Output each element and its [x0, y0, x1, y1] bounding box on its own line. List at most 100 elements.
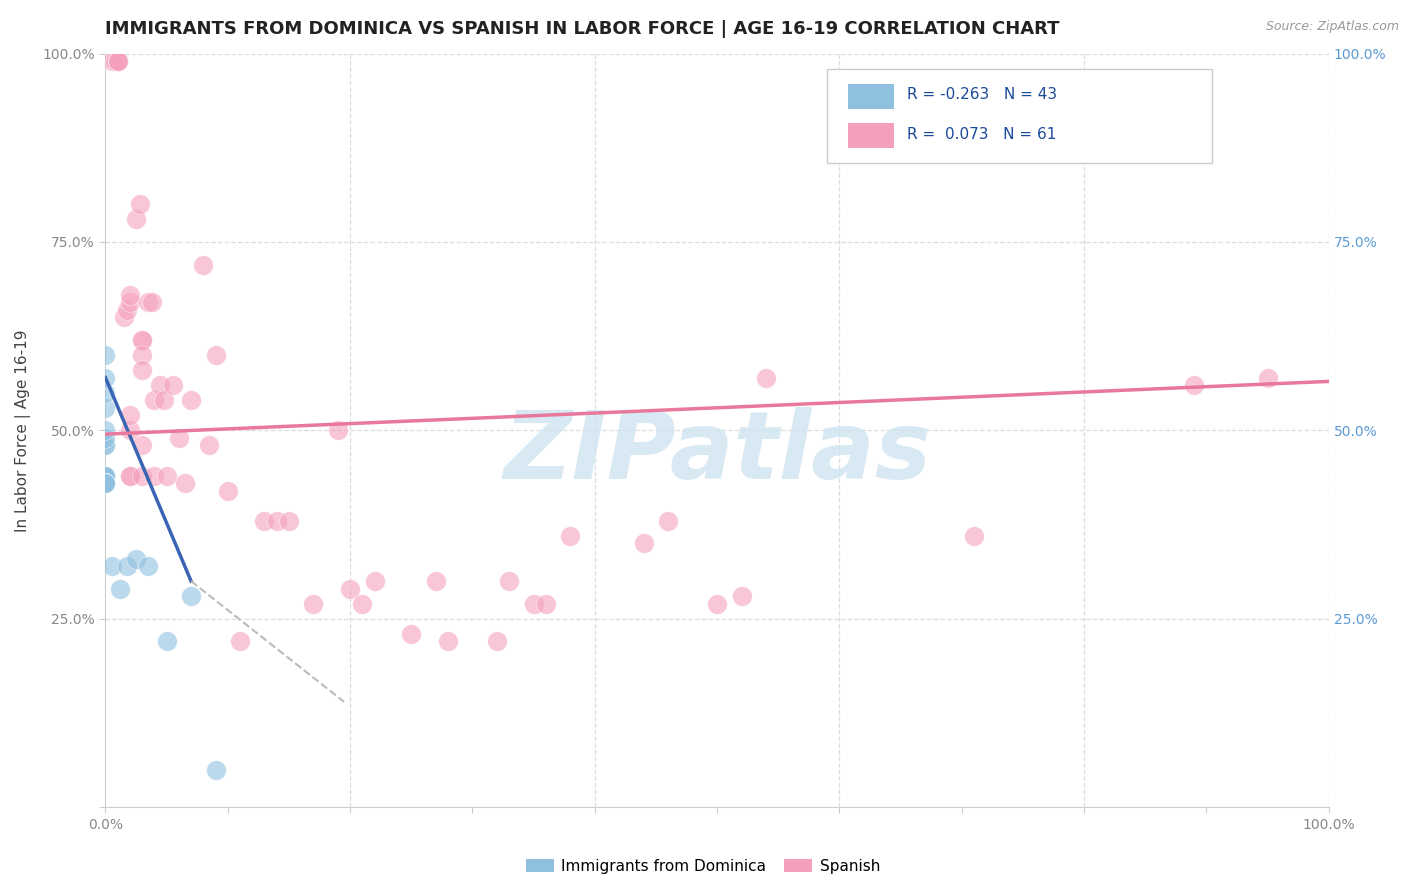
Point [118, 295, 141, 310]
Point [94, 468, 117, 483]
Point [94, 468, 117, 483]
Point [162, 378, 184, 392]
Point [100, 54, 122, 68]
Point [94, 468, 117, 483]
Point [167, 431, 190, 445]
Point [94, 385, 117, 400]
Point [437, 634, 460, 648]
Point [94, 468, 117, 483]
Point [706, 597, 728, 611]
Point [94, 438, 117, 452]
Point [94, 401, 117, 415]
Point [149, 378, 172, 392]
Point [94, 476, 117, 491]
Point [94, 468, 117, 483]
Point [278, 514, 301, 528]
Point [131, 333, 153, 347]
Point [125, 212, 148, 227]
Point [94, 476, 117, 491]
Point [198, 438, 221, 452]
Point [730, 589, 752, 603]
Point [94, 468, 117, 483]
Point [156, 468, 179, 483]
Point [180, 589, 202, 603]
Point [94, 348, 117, 362]
Legend: Immigrants from Dominica, Spanish: Immigrants from Dominica, Spanish [520, 853, 886, 880]
Point [131, 468, 153, 483]
Point [153, 393, 176, 408]
Point [94, 468, 117, 483]
Point [143, 393, 166, 408]
Text: R = -0.263   N = 43: R = -0.263 N = 43 [907, 87, 1057, 103]
Point [266, 514, 288, 528]
Point [125, 551, 148, 566]
Point [131, 348, 153, 362]
Point [94, 438, 117, 452]
Y-axis label: In Labor Force | Age 16-19: In Labor Force | Age 16-19 [15, 329, 31, 532]
Point [104, 54, 127, 68]
Point [174, 476, 197, 491]
Point [1256, 370, 1278, 384]
Point [94, 468, 117, 483]
Point [107, 54, 129, 68]
FancyBboxPatch shape [848, 123, 894, 148]
Point [94, 468, 117, 483]
Point [143, 468, 166, 483]
Point [94, 468, 117, 483]
Point [136, 295, 159, 310]
Point [193, 258, 215, 272]
Point [108, 582, 131, 596]
Point [485, 634, 508, 648]
Point [94, 468, 117, 483]
Point [229, 634, 252, 648]
FancyBboxPatch shape [848, 84, 894, 109]
Point [94, 468, 117, 483]
Point [94, 476, 117, 491]
Point [560, 529, 582, 543]
Point [107, 54, 129, 68]
Point [100, 559, 122, 574]
Point [755, 370, 778, 384]
Point [94, 468, 117, 483]
Point [94, 370, 117, 384]
Point [107, 54, 129, 68]
Point [94, 468, 117, 483]
Point [204, 348, 226, 362]
Point [1182, 378, 1205, 392]
Point [94, 468, 117, 483]
Point [352, 597, 374, 611]
Point [117, 559, 139, 574]
Point [180, 393, 202, 408]
Point [253, 514, 276, 528]
Point [118, 287, 141, 301]
Point [425, 574, 447, 589]
Point [302, 597, 325, 611]
Point [112, 310, 135, 325]
Point [131, 438, 153, 452]
Point [156, 634, 179, 648]
Point [118, 424, 141, 438]
Point [118, 468, 141, 483]
Point [131, 333, 153, 347]
Point [534, 597, 557, 611]
Point [339, 582, 361, 596]
Text: ZIPatlas: ZIPatlas [503, 407, 931, 499]
Point [401, 627, 423, 641]
Point [94, 424, 117, 438]
Point [117, 302, 139, 317]
Point [118, 409, 141, 423]
Point [94, 476, 117, 491]
Point [94, 468, 117, 483]
Point [363, 574, 385, 589]
Point [204, 763, 226, 777]
Point [498, 574, 520, 589]
Point [633, 536, 655, 550]
FancyBboxPatch shape [827, 69, 1212, 163]
Point [141, 295, 163, 310]
Point [94, 476, 117, 491]
Point [94, 431, 117, 445]
Point [94, 476, 117, 491]
Point [94, 468, 117, 483]
Point [522, 597, 544, 611]
Point [131, 363, 153, 377]
